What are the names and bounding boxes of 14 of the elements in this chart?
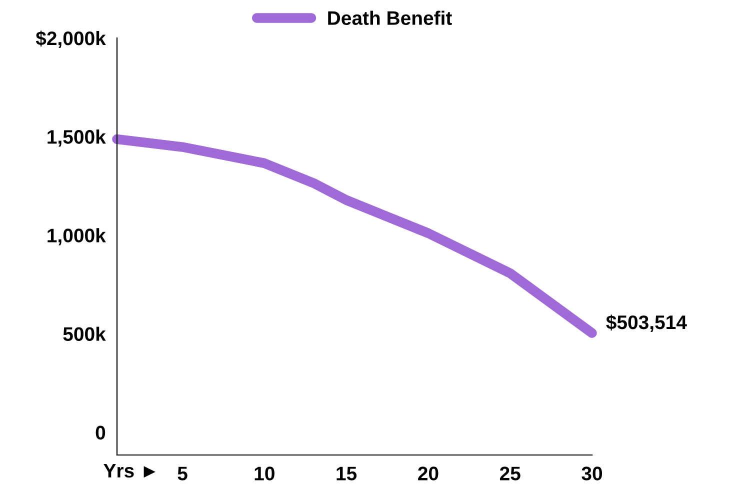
x-tick-label: 30 — [582, 466, 602, 480]
y-tick-label: $2,000k — [36, 30, 106, 48]
y-tick-label: 1,500k — [48, 130, 106, 147]
legend-label: Death Benefit — [328, 10, 452, 25]
x-tick-label: 5 — [178, 466, 188, 480]
annotation: $503,514 — [606, 314, 687, 332]
x-tick-label: 10 — [254, 466, 274, 480]
x-axis-title: Yrs ► — [104, 464, 156, 478]
x-tick-label: 15 — [336, 466, 357, 480]
y-tick-label: 500k — [63, 326, 106, 341]
y-tick-label: 1,000k — [48, 228, 106, 246]
y-tick-label: 0 — [96, 426, 106, 440]
x-tick-label: 20 — [418, 466, 438, 480]
x-tick-label: 25 — [500, 466, 520, 480]
